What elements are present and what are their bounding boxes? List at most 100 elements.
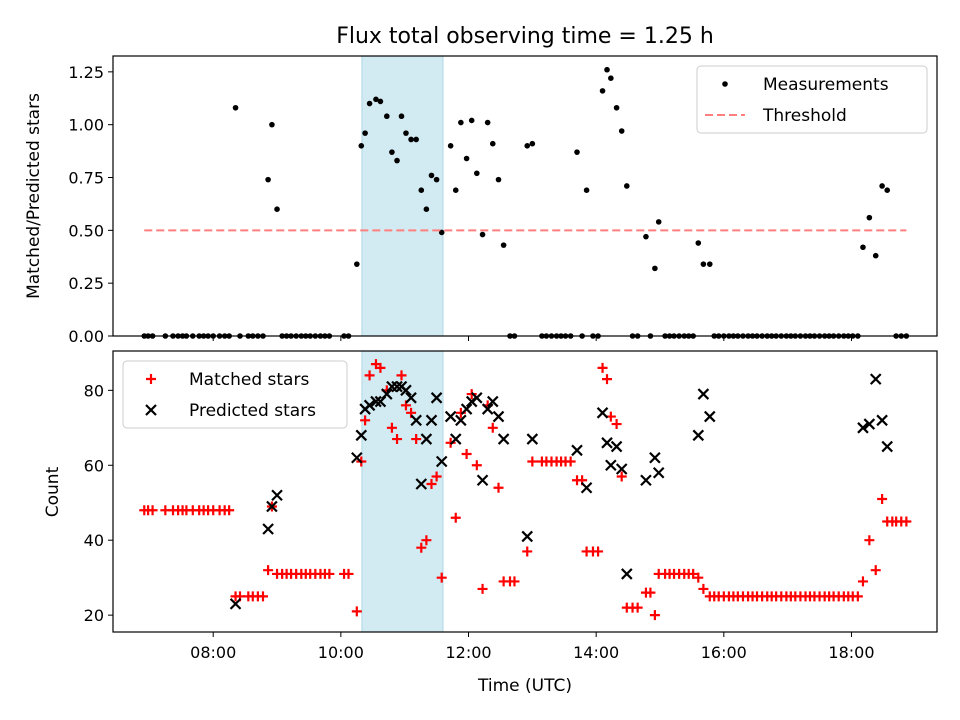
matched-star-point <box>477 583 488 594</box>
top-axes-frame <box>112 55 938 337</box>
measurement-point <box>643 233 649 240</box>
bottom-legend: Matched stars Predicted stars <box>122 360 348 429</box>
predicted-star-point <box>405 392 417 404</box>
top-ytick-label: 0.25 <box>68 274 104 293</box>
matched-star-point <box>351 606 362 617</box>
predicted-star-point <box>425 414 438 427</box>
matched-star-point <box>857 576 868 587</box>
bottom-xtick-label: 18:00 <box>828 643 874 662</box>
bottom-xtick-label: 14:00 <box>573 643 619 662</box>
measurement-point <box>366 100 373 107</box>
measurement-point <box>384 113 390 120</box>
predicted-star-point <box>386 380 398 393</box>
measurement-point <box>500 242 507 248</box>
measurement-point <box>265 176 271 183</box>
measurement-point <box>613 104 620 111</box>
matched-star-point <box>632 602 643 613</box>
top-ytick-label: 0.75 <box>68 169 104 188</box>
predicted-star-point <box>391 380 403 393</box>
matched-star-point <box>396 370 407 381</box>
measurement-point <box>413 136 419 143</box>
matched-star-point <box>224 505 235 516</box>
matched-star-point <box>602 374 613 385</box>
measurement-point <box>463 155 470 162</box>
predicted-star-point <box>704 410 716 423</box>
legend-measurements-marker <box>722 81 728 87</box>
matched-star-point <box>343 568 354 579</box>
measurement-point <box>274 206 280 213</box>
measurement-point <box>452 187 459 193</box>
top-ytick-label: 1.00 <box>68 116 104 135</box>
measurement-point <box>389 149 395 155</box>
predicted-star-point <box>649 452 661 464</box>
measurement-point <box>354 261 360 267</box>
matched-star-point <box>877 493 888 504</box>
measurement-point <box>624 183 630 189</box>
matched-star-point <box>565 456 576 467</box>
bottom-x-axis-label: Time (UTC) <box>477 676 572 696</box>
bottom-ytick-label: 60 <box>84 456 104 475</box>
predicted-star-point <box>449 433 462 445</box>
matched-star-point <box>431 471 442 482</box>
predicted-star-point <box>262 523 274 535</box>
matched-star-point <box>147 505 158 516</box>
top-legend-label: Measurements <box>763 75 889 95</box>
matched-star-point <box>901 516 912 527</box>
bottom-ytick-label: 80 <box>84 381 104 400</box>
matched-star-point <box>611 419 622 430</box>
measurement-point <box>418 187 425 193</box>
predicted-star-point <box>697 388 710 400</box>
measurement-point <box>423 206 430 213</box>
matched-star-point <box>864 535 875 546</box>
measurement-point <box>398 113 405 120</box>
predicted-star-point <box>455 414 467 427</box>
predicted-star-point <box>640 474 652 487</box>
predicted-star-point <box>692 429 705 442</box>
top-y-axis-label: Matched/Predicted stars <box>24 93 44 299</box>
matched-star-point <box>852 591 863 602</box>
predicted-star-point <box>863 418 876 430</box>
measurement-point <box>373 96 379 103</box>
measurement-point <box>458 119 464 126</box>
matched-star-point <box>450 512 461 523</box>
predicted-star-point <box>876 414 888 427</box>
measurement-point <box>524 143 531 149</box>
matched-star-point <box>597 362 608 373</box>
matched-star-point <box>257 591 268 602</box>
bottom-xtick-label: 12:00 <box>445 643 491 662</box>
measurement-point <box>879 183 885 189</box>
matched-star-point <box>364 370 375 381</box>
measurement-point <box>574 149 580 155</box>
predicted-star-point <box>381 388 393 400</box>
top-legend: Measurements Threshold <box>696 65 928 134</box>
measurement-point <box>655 219 662 225</box>
matched-star-point <box>645 587 656 598</box>
measurement-point <box>468 117 475 124</box>
predicted-star-point <box>497 433 510 445</box>
predicted-star-point <box>476 474 489 487</box>
matched-star-point <box>493 482 504 493</box>
measurement-point <box>860 244 866 251</box>
top-panel: 0.00 0.25 0.50 0.75 1.00 1.25 Measurements Thre… <box>68 55 938 346</box>
matched-star-point <box>386 422 397 433</box>
predicted-star-point <box>869 373 882 385</box>
predicted-star-point <box>363 399 376 412</box>
predicted-star-point <box>615 463 628 475</box>
matched-star-point <box>436 572 447 583</box>
matched-star-point <box>421 535 432 546</box>
predicted-star-point <box>610 440 623 453</box>
matched-star-point <box>698 583 709 594</box>
measurement-point <box>706 261 713 267</box>
matched-star-point <box>375 362 386 373</box>
predicted-star-point <box>460 403 473 415</box>
measurement-point <box>433 176 440 183</box>
predicted-star-point <box>571 444 583 457</box>
measurement-point <box>362 130 368 136</box>
measurement-point <box>652 265 658 272</box>
measurement-point <box>232 104 239 111</box>
matched-star-point <box>509 576 520 587</box>
predicted-star-point <box>430 392 443 404</box>
predicted-star-point <box>881 440 893 453</box>
measurement-point <box>884 187 891 193</box>
